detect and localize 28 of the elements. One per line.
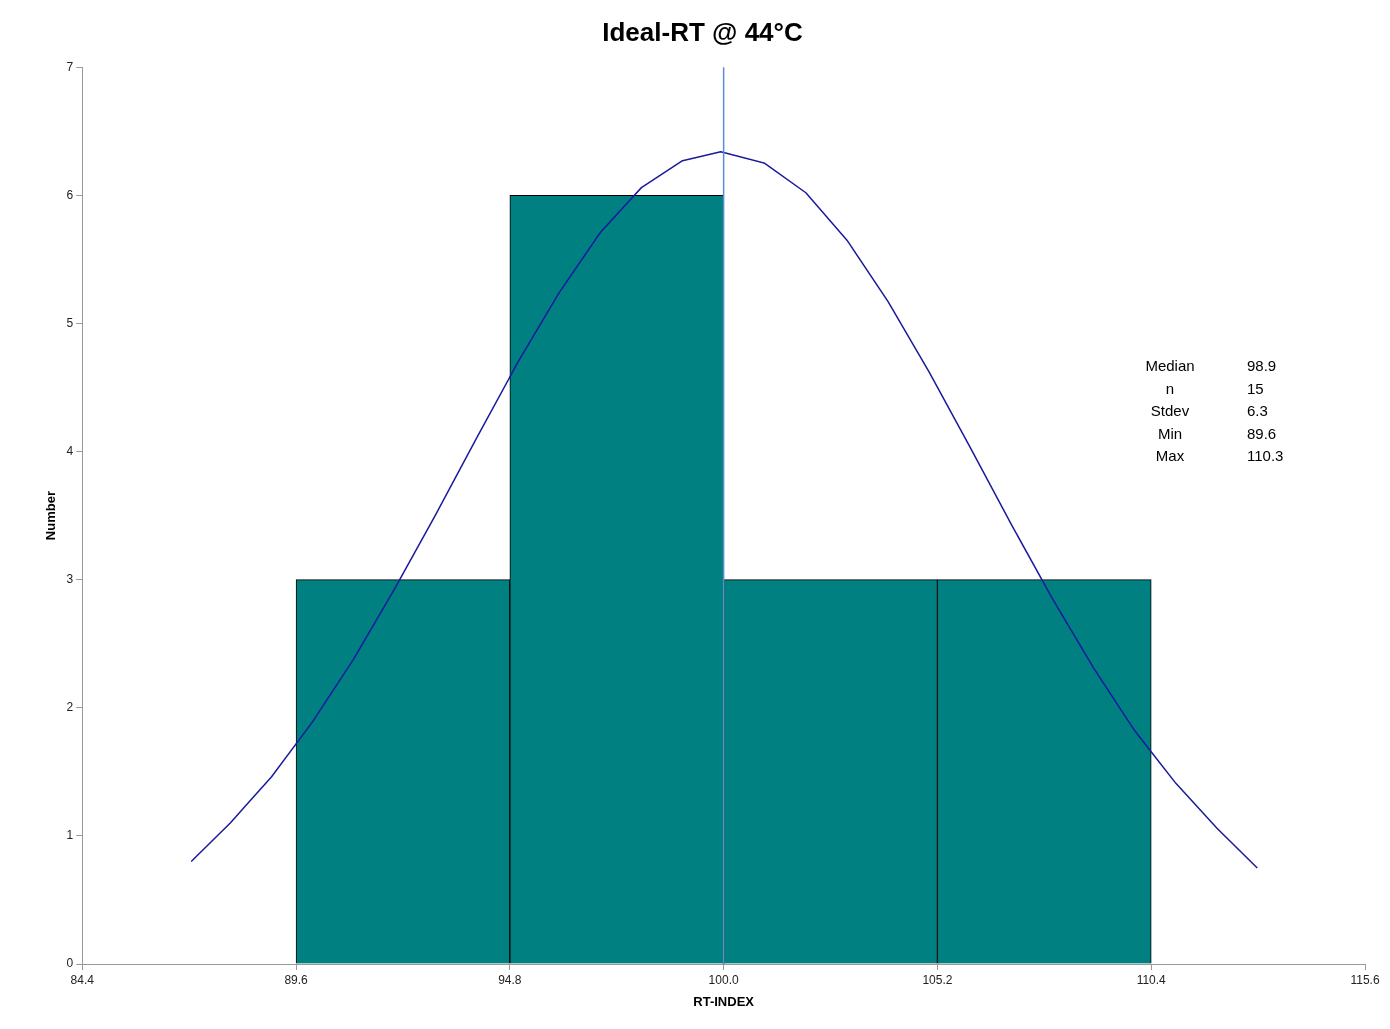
x-tick-label: 105.2 <box>922 972 953 987</box>
x-tick-label: 89.6 <box>284 972 309 987</box>
y-tick-label: 4 <box>66 443 74 458</box>
x-tick-label: 84.4 <box>70 972 95 987</box>
y-tick-label: 1 <box>66 828 74 843</box>
x-tick-label: 115.6 <box>1350 972 1380 987</box>
y-tick-label: 3 <box>66 571 74 586</box>
chart-title: Ideal-RT @ 44°C <box>602 16 803 47</box>
annotation: 15 <box>1247 379 1264 397</box>
annotation: n <box>1165 379 1175 397</box>
annotation: Stdev <box>1150 402 1190 420</box>
y-tick-label: 0 <box>66 956 74 971</box>
y-axis-title: Number <box>43 491 59 541</box>
annotation: 98.9 <box>1247 357 1277 375</box>
x-tick-label: 94.8 <box>498 972 522 987</box>
annotation: Min <box>1157 424 1183 442</box>
y-tick-label: 7 <box>66 59 74 74</box>
y-tick-label: 6 <box>66 187 74 202</box>
annotation: 110.3 <box>1247 447 1284 465</box>
annotation: 6.3 <box>1247 402 1268 420</box>
annotation: Max <box>1155 447 1185 465</box>
x-tick-label: 110.4 <box>1136 972 1167 987</box>
y-tick-label: 2 <box>66 700 74 715</box>
x-axis-title: RT-INDEX <box>693 993 755 1009</box>
y-tick-label: 5 <box>66 315 74 330</box>
x-tick-label: 100.0 <box>708 972 739 987</box>
annotation: 89.6 <box>1247 424 1277 442</box>
annotation: Median <box>1145 357 1195 375</box>
